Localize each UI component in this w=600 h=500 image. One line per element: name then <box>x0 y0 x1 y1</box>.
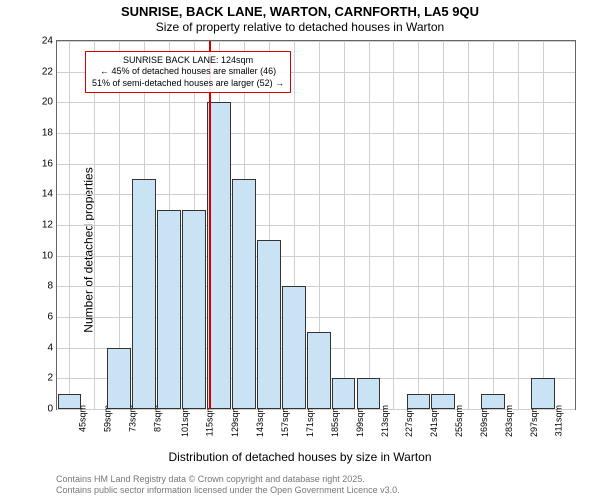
histogram-bar <box>58 394 82 409</box>
histogram-bar <box>157 210 181 409</box>
gridline-v <box>69 41 70 409</box>
histogram-bar <box>257 240 281 409</box>
y-tick: 10 <box>27 250 53 261</box>
y-tick: 16 <box>27 158 53 169</box>
title-block: SUNRISE, BACK LANE, WARTON, CARNFORTH, L… <box>0 4 600 34</box>
y-tick: 0 <box>27 404 53 415</box>
x-tick: 45sqm <box>78 405 88 432</box>
x-tick: 241sqm <box>429 405 439 437</box>
y-tick: 2 <box>27 373 53 384</box>
x-tick: 171sqm <box>305 405 315 437</box>
x-tick: 101sqm <box>180 405 190 437</box>
histogram-bar <box>282 286 306 409</box>
gridline-h <box>57 41 575 42</box>
gridline-v <box>94 41 95 409</box>
histogram-bar <box>407 394 431 409</box>
x-tick: 185sqm <box>330 405 340 437</box>
x-tick: 283sqm <box>504 405 514 437</box>
reference-line <box>209 41 211 409</box>
histogram-bar <box>332 378 356 409</box>
x-tick: 269sqm <box>479 405 489 437</box>
y-tick: 18 <box>27 128 53 139</box>
x-axis-label: Distribution of detached houses by size … <box>0 450 600 464</box>
x-tick: 157sqm <box>280 405 290 437</box>
histogram-bar <box>431 394 455 409</box>
y-tick: 4 <box>27 342 53 353</box>
annotation-line2: ← 45% of detached houses are smaller (46… <box>92 66 284 77</box>
histogram-bar <box>132 179 156 409</box>
x-tick: 213sqm <box>380 405 390 437</box>
gridline-h <box>57 102 575 103</box>
plot-area: 02468101214161820222445sqm59sqm73sqm87sq… <box>56 40 576 410</box>
title-line2: Size of property relative to detached ho… <box>0 20 600 34</box>
y-tick: 22 <box>27 66 53 77</box>
histogram-bar <box>182 210 206 409</box>
gridline-h <box>57 164 575 165</box>
gridline-v <box>468 41 469 409</box>
x-tick: 255sqm <box>454 405 464 437</box>
gridline-h <box>57 133 575 134</box>
histogram-bar <box>481 394 505 409</box>
gridline-v <box>518 41 519 409</box>
title-line1: SUNRISE, BACK LANE, WARTON, CARNFORTH, L… <box>0 4 600 19</box>
x-tick: 129sqm <box>230 405 240 437</box>
gridline-v <box>493 41 494 409</box>
gridline-v <box>393 41 394 409</box>
x-tick: 115sqm <box>205 405 215 436</box>
y-tick: 14 <box>27 189 53 200</box>
histogram-bar <box>531 378 555 409</box>
histogram-bar <box>232 179 256 409</box>
gridline-v <box>543 41 544 409</box>
x-tick: 311sqm <box>554 405 564 436</box>
chart-container: SUNRISE, BACK LANE, WARTON, CARNFORTH, L… <box>0 0 600 500</box>
x-tick: 199sqm <box>355 405 365 437</box>
annotation-box: SUNRISE BACK LANE: 124sqm← 45% of detach… <box>85 51 291 93</box>
annotation-line1: SUNRISE BACK LANE: 124sqm <box>92 55 284 66</box>
y-tick: 8 <box>27 281 53 292</box>
histogram-bar <box>357 378 381 409</box>
x-tick: 143sqm <box>255 405 265 437</box>
x-tick: 73sqm <box>128 405 138 432</box>
gridline-v <box>369 41 370 409</box>
histogram-bar <box>307 332 331 409</box>
x-tick: 227sqm <box>404 405 414 437</box>
gridline-v <box>344 41 345 409</box>
footer-line1: Contains HM Land Registry data © Crown c… <box>56 474 400 485</box>
annotation-line3: 51% of semi-detached houses are larger (… <box>92 78 284 89</box>
x-tick: 87sqm <box>153 405 163 432</box>
y-tick: 12 <box>27 220 53 231</box>
y-tick: 6 <box>27 312 53 323</box>
y-tick: 24 <box>27 36 53 47</box>
x-tick: 59sqm <box>103 405 113 432</box>
x-tick: 297sqm <box>529 405 539 437</box>
gridline-v <box>443 41 444 409</box>
attribution-footer: Contains HM Land Registry data © Crown c… <box>56 474 400 497</box>
gridline-v <box>418 41 419 409</box>
footer-line2: Contains public sector information licen… <box>56 485 400 496</box>
histogram-bar <box>107 348 131 409</box>
y-tick: 20 <box>27 97 53 108</box>
